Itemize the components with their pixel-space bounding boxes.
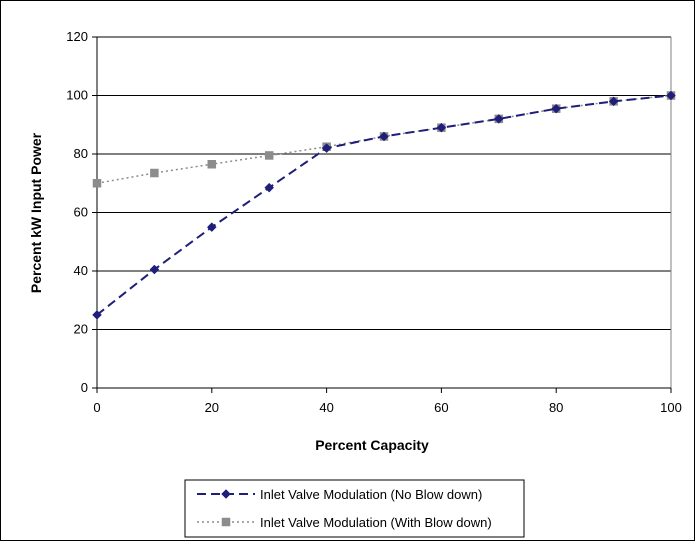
gridlines [97,36,671,330]
series-no-blowdown [92,90,676,320]
data-point-no-blowdown-20 [206,222,217,232]
legend-label-with-blowdown: Inlet Valve Modulation (With Blow down) [260,515,492,530]
data-point-no-blowdown-10 [149,264,160,275]
data-point-with-blowdown-20 [207,159,217,169]
data-point-with-blowdown-0 [92,179,102,188]
legend-box [184,479,525,538]
y-tick-label-40: 40 [74,263,88,278]
legend-sample-no-blowdown [197,489,255,499]
x-tick-label-100: 100 [660,400,682,415]
legend-sample-with-blowdown [197,517,255,527]
data-point-no-blowdown-80 [551,103,562,114]
x-tick-label-0: 0 [93,400,100,415]
y-tick-label-60: 60 [74,205,88,220]
x-tick-label-60: 60 [434,400,448,415]
data-point-no-blowdown-90 [608,96,619,107]
x-tick-label-80: 80 [549,400,563,415]
y-tick-label-0: 0 [81,380,88,395]
series-line-no-blowdown [96,94,672,316]
y-tick-label-20: 20 [74,322,88,337]
y-axis-title: Percent kW Input Power [28,132,44,293]
axes [92,36,672,393]
x-tick-label-20: 20 [205,400,219,415]
legend-label-no-blowdown: Inlet Valve Modulation (No Blow down) [260,487,482,502]
legend: Inlet Valve Modulation (No Blow down) In… [184,479,525,538]
data-point-no-blowdown-70 [493,114,504,124]
y-tick-label-120: 120 [66,29,88,44]
data-point-with-blowdown-30 [264,151,274,160]
legend-marker-no-blowdown [221,489,231,499]
data-point-no-blowdown-40 [321,143,332,154]
data-point-no-blowdown-50 [379,131,389,142]
legend-marker-with-blowdown [221,517,231,527]
y-tick-label-100: 100 [66,88,88,103]
data-point-no-blowdown-100 [666,90,676,101]
data-point-no-blowdown-30 [264,182,275,193]
x-tick-labels: 0 20 40 60 80 100 [93,400,681,415]
x-tick-label-40: 40 [319,400,333,415]
y-tick-labels: 0 20 40 60 80 100 120 [66,29,88,395]
x-axis-title: Percent Capacity [315,437,429,453]
data-point-no-blowdown-60 [436,122,447,133]
series [92,90,676,320]
y-tick-label-80: 80 [74,146,88,161]
data-point-with-blowdown-10 [150,168,159,178]
data-point-no-blowdown-0 [92,310,102,320]
